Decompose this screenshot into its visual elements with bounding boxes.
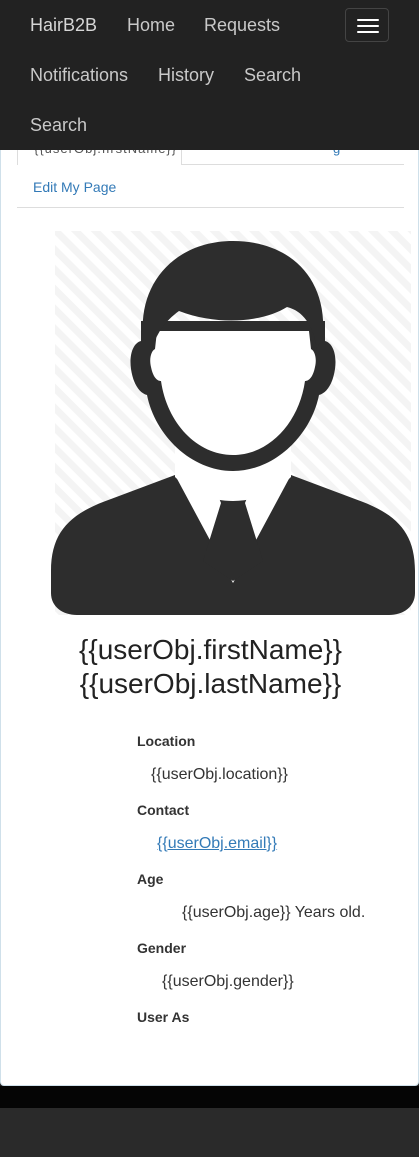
profile-first-name: {{userObj.firstName}} xyxy=(78,634,343,665)
footer xyxy=(0,1108,419,1157)
gender-label: Gender xyxy=(137,940,187,956)
nav-item-requests[interactable]: Requests xyxy=(204,15,281,35)
profile-card: {{userObj.firstName}} g Edit My Page xyxy=(0,110,419,1086)
age-value: {{userObj.age}} Years old. xyxy=(182,904,366,921)
edit-my-page-link[interactable]: Edit My Page xyxy=(33,179,117,195)
navbar-toggle-button[interactable] xyxy=(345,8,389,42)
footer-strip xyxy=(0,1086,419,1108)
navbar-brand[interactable]: HairB2B xyxy=(30,15,98,35)
nav-item-home[interactable]: Home xyxy=(127,15,176,35)
user-as-label: User As xyxy=(137,1009,190,1025)
age-label: Age xyxy=(137,871,164,887)
location-value: {{userObj.location}} xyxy=(151,766,288,783)
divider xyxy=(17,207,404,208)
nav-item-search-2[interactable]: Search xyxy=(30,115,88,135)
nav-item-history[interactable]: History xyxy=(158,65,215,85)
gender-value: {{userObj.gender}} xyxy=(162,973,294,990)
profile-last-name: {{userObj.lastName}} xyxy=(79,668,342,699)
user-silhouette-icon xyxy=(51,231,415,615)
navbar: HairB2B Home Requests Notifications Hist… xyxy=(0,0,419,150)
nav-item-notifications[interactable]: Notifications xyxy=(30,65,129,85)
location-label: Location xyxy=(137,733,196,749)
tab-underline xyxy=(182,164,404,165)
contact-label: Contact xyxy=(137,802,190,818)
contact-email-link[interactable]: {{userObj.email}} xyxy=(157,835,278,852)
nav-item-search[interactable]: Search xyxy=(244,65,302,85)
